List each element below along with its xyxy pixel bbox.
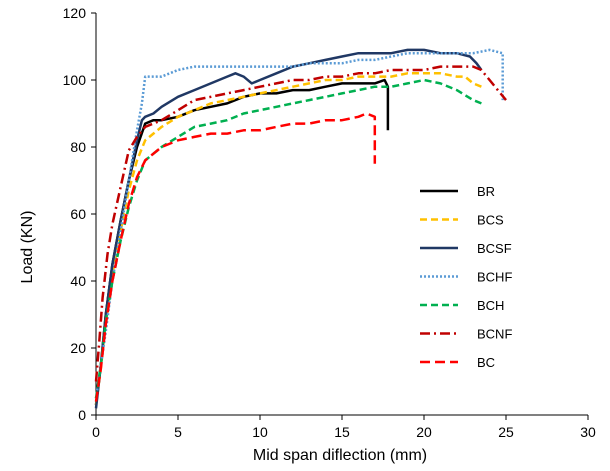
legend-label-br: BR — [477, 184, 495, 199]
x-tick-label: 10 — [252, 424, 268, 440]
x-tick-label: 25 — [498, 424, 514, 440]
y-tick-label: 100 — [63, 72, 87, 88]
x-tick-label: 5 — [174, 424, 182, 440]
x-tick-label: 20 — [416, 424, 432, 440]
series-line-bchf — [94, 48, 504, 399]
series-line-bc — [94, 112, 377, 402]
series-line-bcnf — [94, 65, 507, 382]
legend-label-bchf: BCHF — [477, 270, 512, 285]
series-line-bcs — [94, 72, 482, 406]
axes: 0 5 10 15 20 25 30 0 20 40 60 80 100 120 — [63, 5, 596, 440]
y-tick-label: 20 — [70, 340, 86, 356]
y-tick-label: 40 — [70, 273, 86, 289]
series-layer — [94, 48, 507, 409]
legend-label-bcs: BCS — [477, 213, 504, 228]
y-tick-label: 80 — [70, 139, 86, 155]
x-tick-label: 30 — [580, 424, 596, 440]
y-tick-label: 0 — [78, 407, 86, 423]
x-tick-label: 15 — [334, 424, 350, 440]
legend-label-bcsf: BCSF — [477, 241, 512, 256]
y-tick-label: 60 — [70, 206, 86, 222]
x-axis-title: Mid span diflection (mm) — [253, 447, 427, 464]
legend: BR BCS BCSF BCHF BCH BCNF BC — [420, 184, 512, 370]
y-tick-label: 120 — [63, 5, 87, 21]
y-axis-title: Load (KN) — [19, 211, 36, 284]
legend-label-bcnf: BCNF — [477, 327, 512, 342]
legend-label-bc: BC — [477, 355, 495, 370]
legend-label-bch: BCH — [477, 298, 504, 313]
x-tick-label: 0 — [92, 424, 100, 440]
series-line-bch — [94, 78, 482, 399]
